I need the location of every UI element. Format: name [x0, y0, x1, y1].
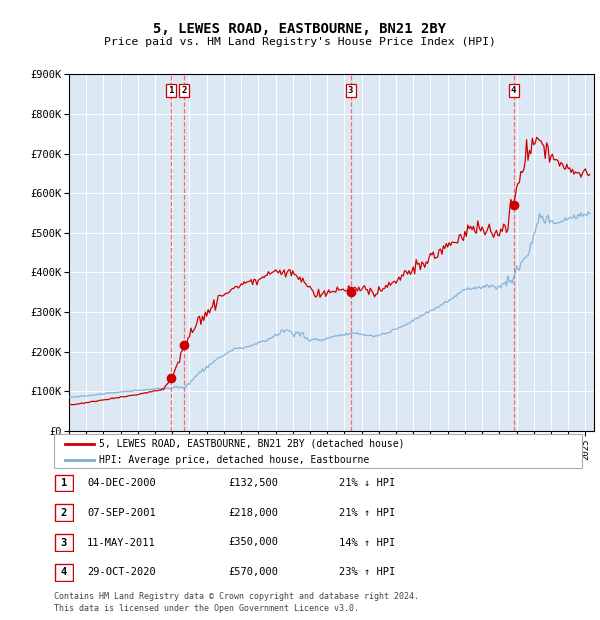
- Text: 1: 1: [168, 86, 173, 95]
- Text: 04-DEC-2000: 04-DEC-2000: [87, 478, 156, 488]
- FancyBboxPatch shape: [55, 475, 73, 491]
- Text: 2: 2: [61, 508, 67, 518]
- Text: £132,500: £132,500: [228, 478, 278, 488]
- FancyBboxPatch shape: [55, 534, 73, 551]
- Text: 4: 4: [61, 567, 67, 577]
- Text: 1: 1: [61, 478, 67, 488]
- Text: £570,000: £570,000: [228, 567, 278, 577]
- Text: 4: 4: [511, 86, 517, 95]
- Text: Contains HM Land Registry data © Crown copyright and database right 2024.
This d: Contains HM Land Registry data © Crown c…: [54, 591, 419, 613]
- Text: 3: 3: [61, 538, 67, 547]
- FancyBboxPatch shape: [54, 434, 582, 468]
- Text: 23% ↑ HPI: 23% ↑ HPI: [339, 567, 395, 577]
- Text: £350,000: £350,000: [228, 538, 278, 547]
- Text: 21% ↑ HPI: 21% ↑ HPI: [339, 508, 395, 518]
- Text: HPI: Average price, detached house, Eastbourne: HPI: Average price, detached house, East…: [99, 454, 369, 464]
- Text: 2: 2: [181, 86, 187, 95]
- Text: 07-SEP-2001: 07-SEP-2001: [87, 508, 156, 518]
- FancyBboxPatch shape: [55, 564, 73, 580]
- Text: 3: 3: [348, 86, 353, 95]
- Text: Price paid vs. HM Land Registry's House Price Index (HPI): Price paid vs. HM Land Registry's House …: [104, 37, 496, 47]
- Text: 11-MAY-2011: 11-MAY-2011: [87, 538, 156, 547]
- Text: 14% ↑ HPI: 14% ↑ HPI: [339, 538, 395, 547]
- Text: 5, LEWES ROAD, EASTBOURNE, BN21 2BY (detached house): 5, LEWES ROAD, EASTBOURNE, BN21 2BY (det…: [99, 438, 404, 448]
- Text: 5, LEWES ROAD, EASTBOURNE, BN21 2BY: 5, LEWES ROAD, EASTBOURNE, BN21 2BY: [154, 22, 446, 36]
- Text: 21% ↓ HPI: 21% ↓ HPI: [339, 478, 395, 488]
- Text: 29-OCT-2020: 29-OCT-2020: [87, 567, 156, 577]
- Text: £218,000: £218,000: [228, 508, 278, 518]
- FancyBboxPatch shape: [55, 505, 73, 521]
